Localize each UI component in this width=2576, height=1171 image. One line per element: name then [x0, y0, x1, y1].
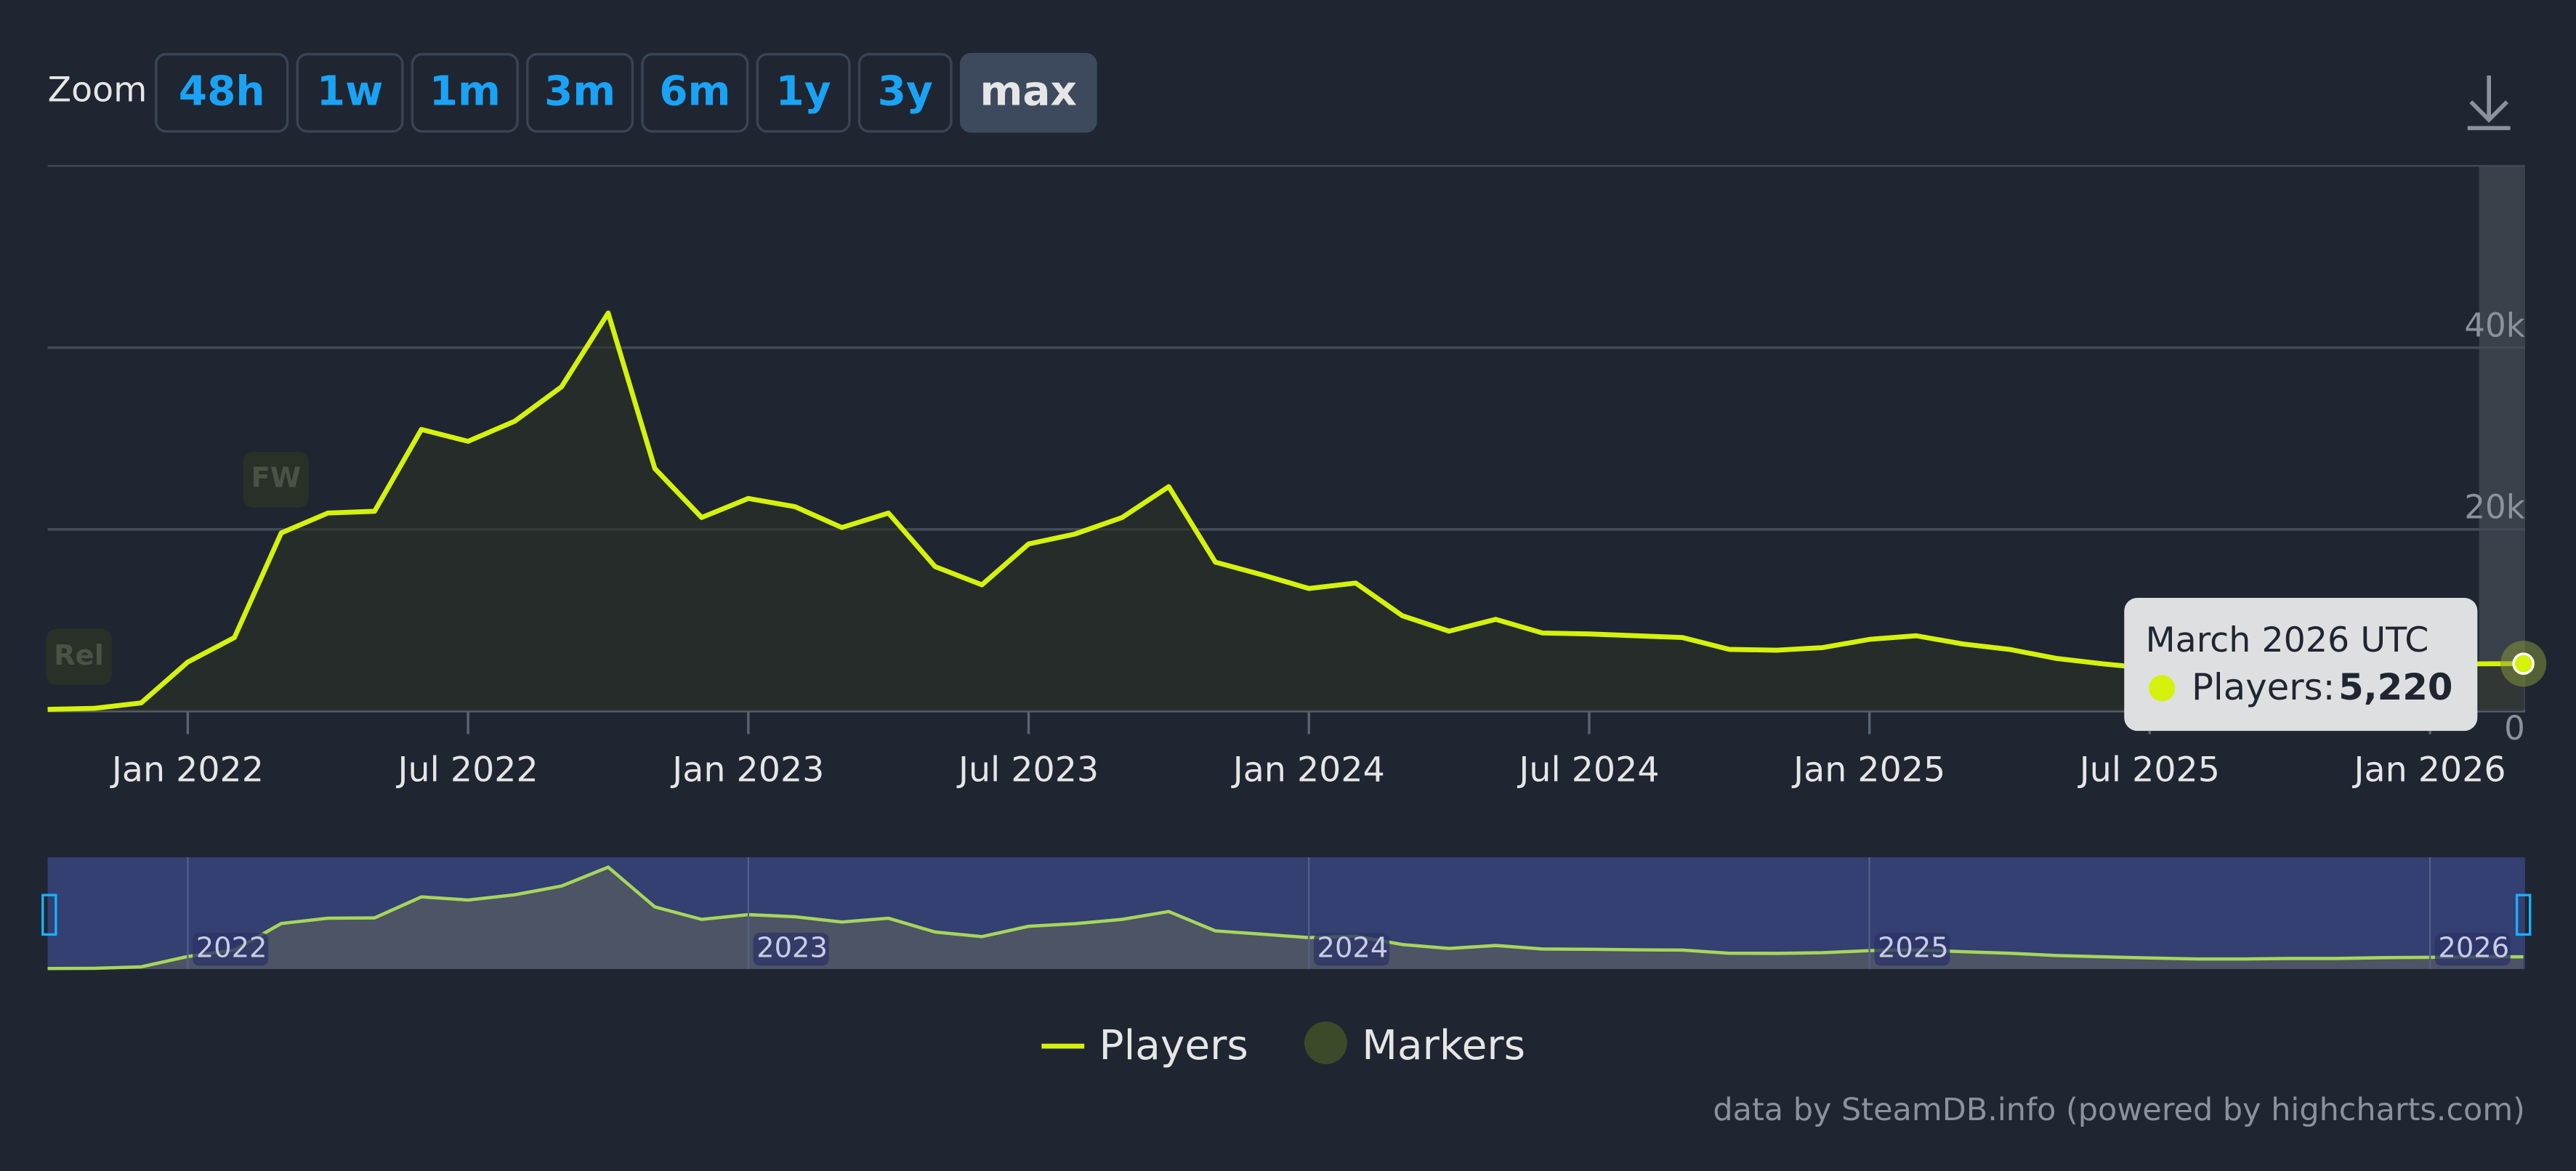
zoom-label: Zoom [48, 70, 148, 110]
x-tick-label: Jan 2026 [2352, 750, 2506, 790]
navigator-series: 2022 2023 2024 2025 2026 [47, 857, 2524, 971]
button-frame [641, 52, 749, 133]
x-tick-label: Jan 2022 [110, 750, 264, 790]
tooltip-label: Players: [2192, 666, 2335, 708]
x-tick-label: Jan 2024 [1231, 750, 1385, 790]
plot: 0 20k 40k Jan 2022 Jul 2022 Jan 2023 Jul 2023 J… [46, 306, 2547, 790]
zoom-button[interactable]: 3y [857, 52, 953, 133]
event-flag-label: Rel [54, 639, 104, 672]
x-tick-label: Jan 2023 [670, 750, 824, 790]
zoom-button[interactable]: 6m [641, 52, 749, 133]
x-tick-label: Jul 2025 [2078, 750, 2220, 790]
zoom-button[interactable]: 3m [526, 52, 634, 133]
line [47, 310, 2524, 712]
x-tick-label: Jul 2023 [956, 750, 1099, 790]
navigator-label-bg [2434, 933, 2511, 966]
navigator-handle[interactable] [41, 894, 57, 936]
credits: data by SteamDB.info (powered by highcha… [1713, 1092, 2525, 1128]
zoom-buttons: 48h 1w 1m 3m 6m 1y 3y max [155, 52, 1097, 133]
zoom-button[interactable]: max [959, 52, 1097, 133]
button-label: 3m [544, 68, 615, 116]
download-glyph [2467, 76, 2511, 131]
tooltip-box [2124, 597, 2478, 732]
button-frame [756, 52, 851, 133]
button-label: 48h [179, 68, 265, 116]
tooltip-value: 5,220 [2338, 666, 2452, 708]
button-label: 6m [659, 68, 730, 116]
button-label: 1m [429, 68, 501, 116]
x-tick-label: Jan 2025 [1791, 750, 1945, 790]
event-flag-label: FW [251, 462, 302, 495]
button-frame [296, 52, 404, 133]
area [47, 312, 2524, 711]
tooltip-title: March 2026 UTC [2146, 620, 2429, 660]
navigator-label: 2023 [756, 931, 828, 964]
zoom-button[interactable]: 1w [296, 52, 404, 133]
navigator-line [47, 865, 2524, 971]
legend-item[interactable]: Markers [1362, 1022, 1525, 1069]
x-tick-label: Jul 2022 [396, 750, 538, 790]
button-frame [857, 52, 953, 133]
tooltip-dot [2149, 675, 2176, 702]
navigator-label: 2026 [2438, 931, 2509, 964]
zoom-button[interactable]: 1m [411, 52, 519, 133]
button-frame [959, 52, 1097, 133]
button-frame [411, 52, 519, 133]
navigator-label-bg [753, 933, 829, 966]
button-label: 1y [775, 68, 831, 116]
button-frame [155, 52, 289, 133]
navigator-label-bg [1874, 933, 1950, 966]
navigator-label: 2022 [196, 931, 267, 964]
x-tick-label: Jul 2024 [1517, 750, 1659, 790]
tooltip: March 2026 UTC Players: 5,220 [2124, 597, 2478, 732]
navigator-handle[interactable] [2515, 894, 2532, 936]
y-tick-label: 0 [2504, 709, 2525, 747]
event-flag[interactable] [46, 628, 112, 685]
legend-item[interactable]: Players [1099, 1022, 1248, 1069]
event-flag[interactable] [243, 451, 310, 508]
y-tick-label: 20k [2464, 488, 2526, 527]
download-icon[interactable] [2467, 76, 2511, 131]
zoom-button[interactable]: 48h [155, 52, 289, 133]
button-label: 1w [317, 68, 384, 116]
button-label: 3y [878, 68, 933, 116]
navigator-area [47, 867, 2524, 969]
navigator-label: 2024 [1317, 931, 1389, 964]
navigator-label-bg [1314, 933, 1390, 966]
hover-point [2512, 652, 2535, 675]
button-frame [526, 52, 634, 133]
button-label: max [980, 68, 1077, 116]
legend-symbol [1304, 1021, 1347, 1065]
navigator-label: 2025 [1878, 931, 1949, 964]
zoom-button[interactable]: 1y [756, 52, 851, 133]
navigator-label-bg [193, 933, 269, 966]
current-band [2479, 166, 2525, 711]
y-tick-label: 40k [2464, 306, 2526, 344]
